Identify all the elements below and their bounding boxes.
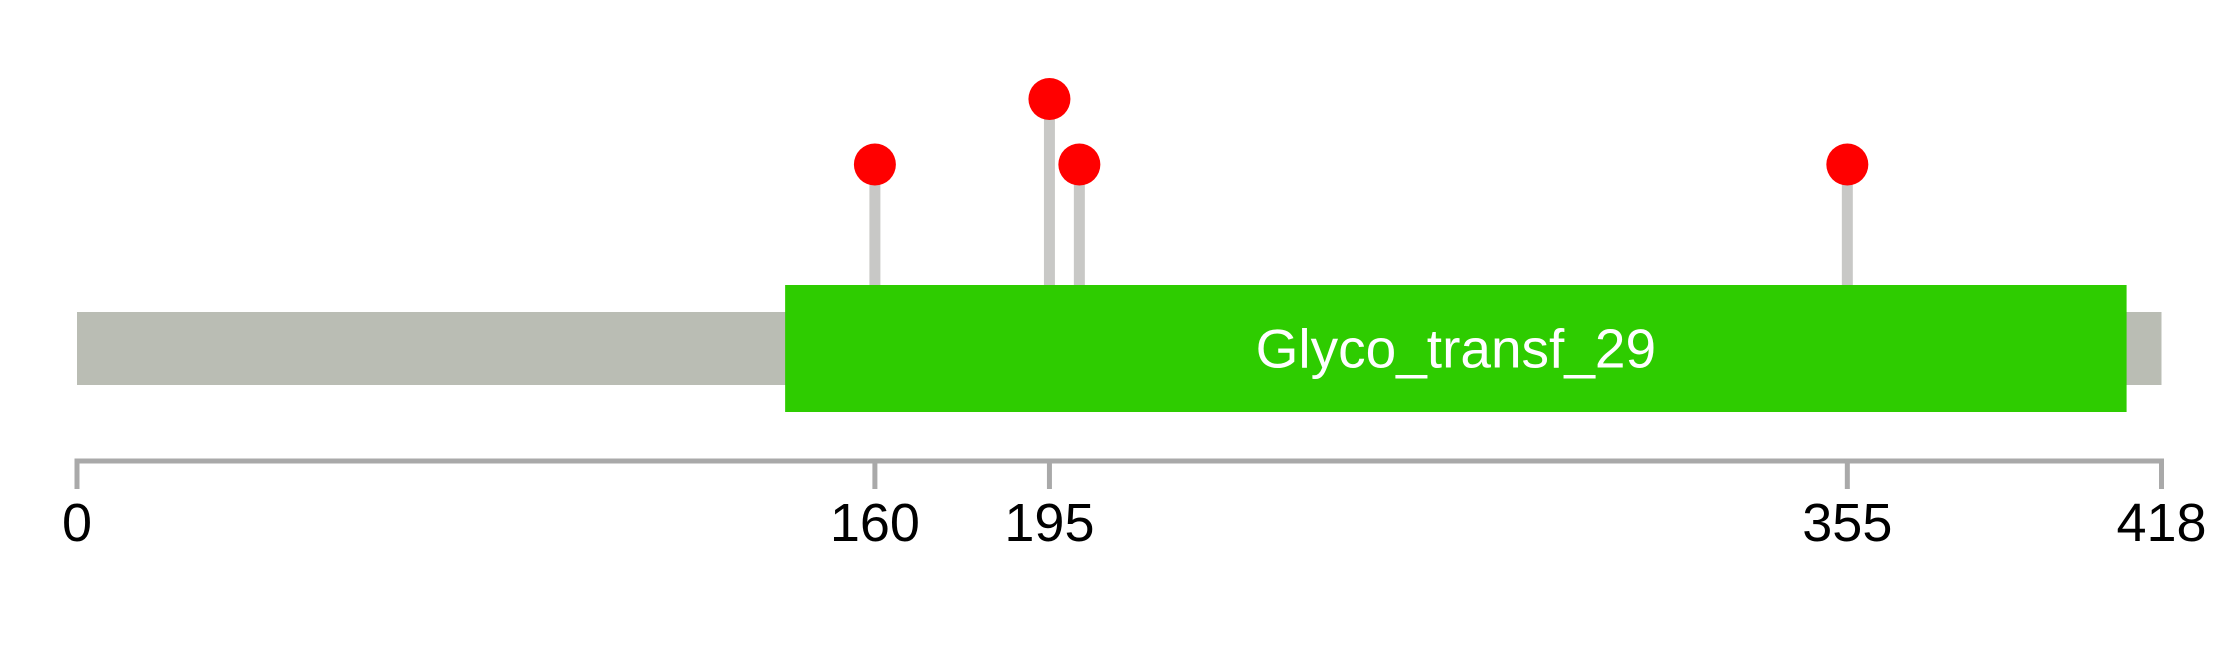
domain-rect — [785, 285, 2127, 412]
x-axis-line — [74, 458, 2164, 464]
x-axis-tick — [2159, 458, 2164, 489]
x-axis-tick — [872, 458, 878, 489]
x-axis-tick-label: 0 — [62, 493, 92, 553]
x-axis-tick-label: 418 — [2116, 493, 2206, 553]
mutation-stick — [1043, 99, 1055, 285]
mutation-marker — [1826, 143, 1869, 186]
mutation-marker — [1058, 143, 1101, 186]
x-axis-tick-label: 195 — [1004, 493, 1094, 553]
x-axis-tick — [74, 458, 80, 489]
x-axis-tick-label: 160 — [830, 493, 920, 553]
mutation-marker — [1028, 78, 1071, 120]
domain-label: Glyco_transf_29 — [1256, 318, 1657, 380]
x-axis-tick — [1046, 458, 1052, 489]
x-axis-tick — [1844, 458, 1850, 489]
mutation-stick — [1073, 164, 1085, 285]
x-axis-tick-label: 355 — [1802, 493, 1892, 553]
mutation-stick — [1841, 164, 1853, 285]
mutation-marker — [853, 143, 896, 186]
mutation-stick — [869, 164, 881, 285]
